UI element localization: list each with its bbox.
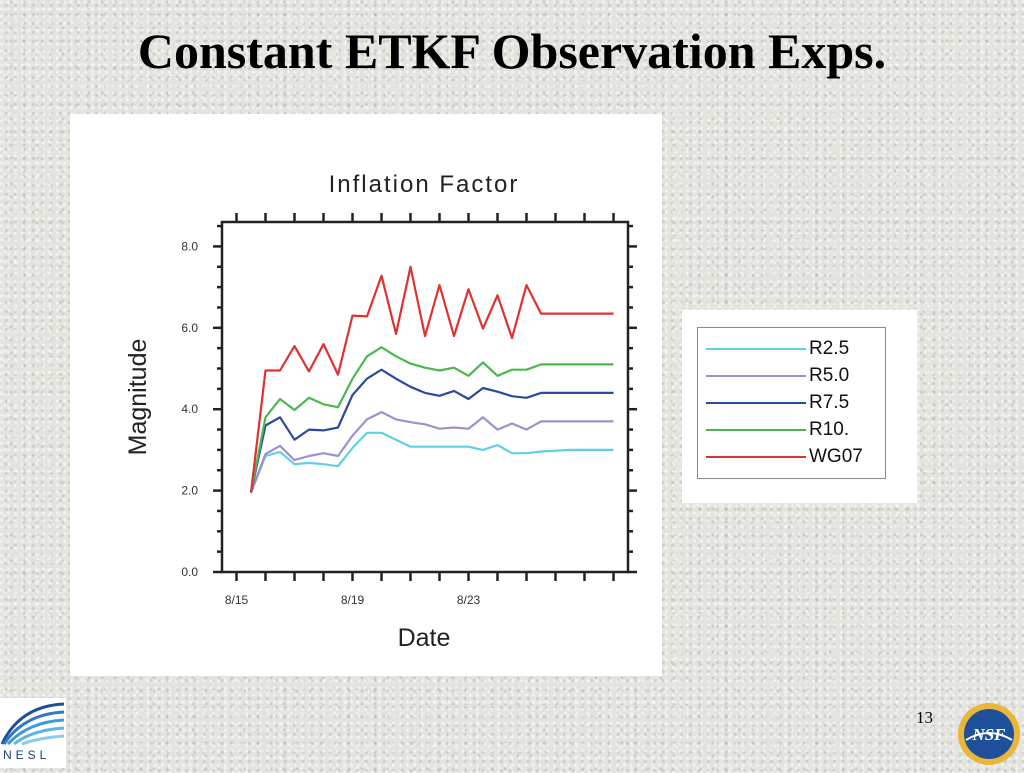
nsf-logo-text: NSF — [971, 725, 1006, 744]
legend-swatch — [706, 375, 806, 377]
chart-title: Inflation Factor — [329, 171, 520, 198]
y-axis-label: Magnitude — [124, 339, 152, 456]
nsf-seal-icon: NSF — [958, 703, 1020, 765]
line-chart: Inflation Factor 0.0 2.0 4.0 6.0 8.0 8/15 8/19… — [124, 171, 637, 652]
y-tick-label: 6.0 — [181, 321, 198, 335]
x-tick-label: 8/19 — [341, 593, 365, 607]
legend-label: R7.5 — [809, 392, 850, 413]
x-tick-label: 8/23 — [457, 593, 481, 607]
legend-panel: R2.5 R5.0 R7.5 R10. WG07 — [682, 310, 917, 503]
y-tick-label: 0.0 — [181, 565, 198, 579]
chart-panel: Inflation Factor 0.0 2.0 4.0 6.0 8.0 8/15 8/19… — [70, 114, 662, 676]
x-axis-label: Date — [398, 624, 451, 652]
y-tick-label: 4.0 — [181, 402, 198, 416]
legend-item-r10: R10. — [698, 417, 885, 443]
page-number: 13 — [916, 708, 933, 727]
y-tick-label: 2.0 — [181, 484, 198, 498]
globe-icon — [0, 702, 65, 746]
series-line-r5-0 — [249, 411, 614, 493]
chart-legend: R2.5 R5.0 R7.5 R10. WG07 — [697, 327, 886, 479]
legend-swatch — [706, 429, 806, 431]
legend-item-r7-5: R7.5 — [698, 390, 885, 416]
legend-swatch — [706, 348, 806, 350]
series-lines — [249, 265, 614, 494]
x-tick-label: 8/15 — [225, 593, 249, 607]
tick-marks — [213, 213, 637, 581]
legend-label: R2.5 — [809, 338, 850, 359]
legend-swatch — [706, 456, 806, 458]
y-tick-label: 8.0 — [181, 239, 198, 253]
series-line-wg07 — [249, 265, 614, 493]
nesl-logo-text: NESL — [3, 748, 51, 762]
nsf-logo: NSF — [954, 698, 1024, 768]
legend-item-r5-0: R5.0 — [698, 363, 885, 389]
plot-frame — [220, 220, 630, 574]
tick-labels: 0.0 2.0 4.0 6.0 8.0 8/15 8/19 8/23 — [181, 239, 480, 607]
nesl-logo: NESL — [0, 698, 66, 768]
legend-label: R5.0 — [809, 365, 850, 386]
legend-label: R10. — [809, 419, 850, 440]
series-line-r10 — [249, 346, 614, 493]
series-line-r2-5 — [249, 431, 614, 494]
legend-item-r2-5: R2.5 — [698, 336, 885, 362]
legend-label: WG07 — [809, 446, 863, 467]
slide-title: Constant ETKF Observation Exps. — [137, 23, 887, 79]
legend-swatch — [706, 402, 806, 404]
legend-item-wg07: WG07 — [698, 444, 885, 470]
series-line-r7-5 — [249, 368, 614, 493]
